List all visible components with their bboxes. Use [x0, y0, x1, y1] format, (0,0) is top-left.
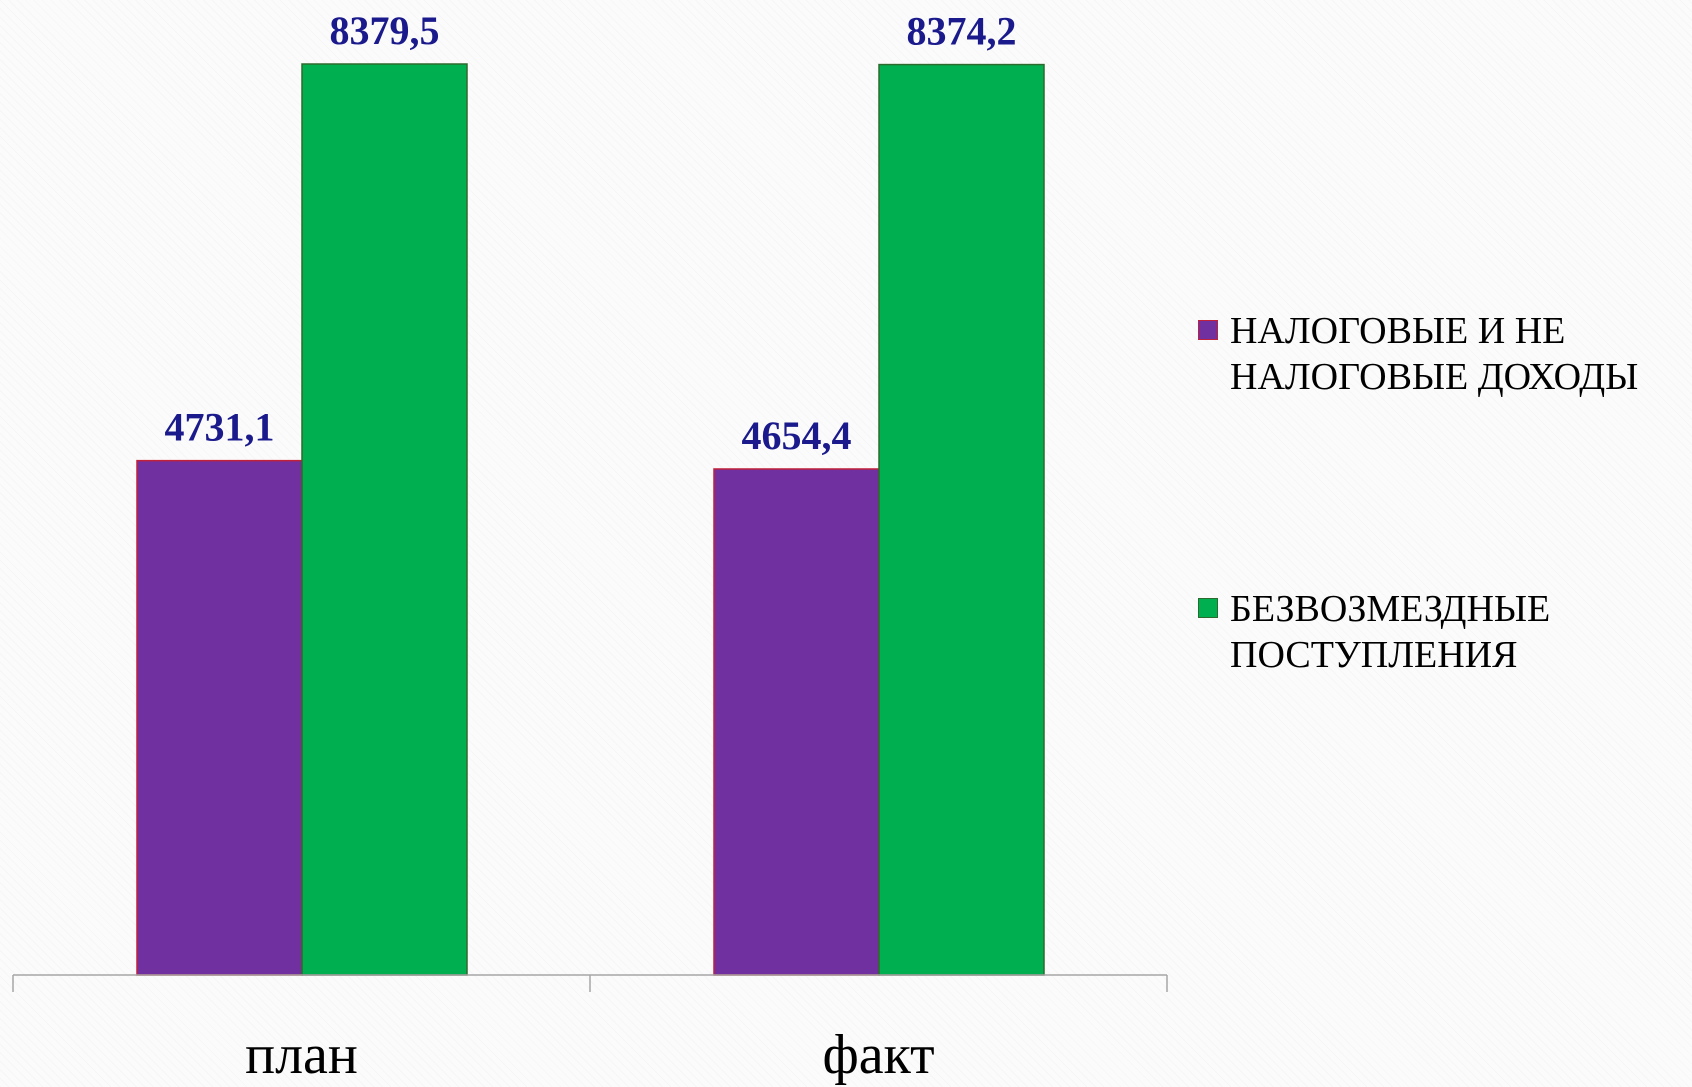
category-label-plan: план	[245, 1024, 358, 1086]
data-label-tax-revenue-plan: 4731,1	[165, 405, 275, 450]
x-axis	[12, 974, 1168, 992]
legend: НАЛОГОВЫЕ И НЕ НАЛОГОВЫЕ ДОХОДЫ БЕЗВОЗМЕ…	[1198, 308, 1688, 678]
data-label-grants-fact: 8374,2	[907, 9, 1017, 54]
legend-swatch-grants	[1198, 598, 1218, 618]
data-label-grants-plan: 8379,5	[330, 8, 440, 53]
bar-tax-revenue-plan	[136, 459, 303, 976]
data-labels-layer: 4731,1 8379,5 4654,4 8374,2	[165, 8, 1017, 458]
legend-label-grants: БЕЗВОЗМЕЗДНЫЕ ПОСТУПЛЕНИЯ	[1230, 588, 1551, 676]
bars-layer	[136, 63, 1045, 976]
legend-item-tax-revenue: НАЛОГОВЫЕ И НЕ НАЛОГОВЫЕ ДОХОДЫ	[1198, 308, 1688, 400]
data-label-tax-revenue-fact: 4654,4	[742, 413, 852, 458]
bar-grants-plan	[301, 63, 468, 976]
category-label-fact: факт	[822, 1024, 934, 1086]
legend-swatch-tax-revenue	[1198, 320, 1218, 340]
legend-item-grants: БЕЗВОЗМЕЗДНЫЕ ПОСТУПЛЕНИЯ	[1198, 586, 1688, 678]
bar-tax-revenue-fact	[713, 468, 880, 976]
category-labels-layer: план факт	[245, 1024, 934, 1086]
legend-label-tax-revenue: НАЛОГОВЫЕ И НЕ НАЛОГОВЫЕ ДОХОДЫ	[1230, 310, 1639, 398]
bar-grants-fact	[878, 63, 1045, 976]
